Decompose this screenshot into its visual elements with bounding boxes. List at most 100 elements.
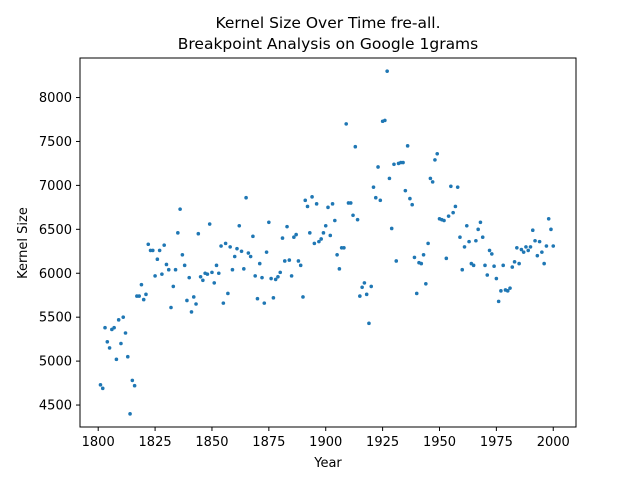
data-point (385, 69, 389, 73)
data-point (474, 238, 478, 243)
data-point (98, 383, 103, 387)
data-point (239, 249, 244, 254)
y-tick-label: 4500 (39, 399, 72, 414)
data-point (508, 286, 512, 290)
data-point (246, 251, 251, 255)
data-point (360, 285, 364, 290)
data-point (105, 339, 110, 344)
data-point (185, 298, 189, 303)
data-points (98, 69, 556, 416)
data-point (494, 276, 499, 281)
data-point (430, 180, 435, 184)
data-point (230, 267, 235, 272)
data-point (537, 239, 542, 244)
data-point (119, 341, 123, 346)
data-point (235, 246, 239, 251)
data-point (298, 263, 303, 268)
data-point (485, 273, 490, 277)
data-point (257, 261, 262, 266)
data-point (294, 232, 298, 237)
data-point (444, 256, 449, 261)
data-point (153, 274, 157, 278)
data-point (490, 252, 494, 256)
data-point (292, 235, 296, 240)
y-tick-label: 7500 (39, 135, 72, 150)
data-point (394, 259, 399, 263)
data-point (180, 253, 185, 257)
x-tick-label: 1825 (139, 435, 172, 450)
data-point (478, 220, 483, 225)
data-point (378, 198, 383, 203)
x-tick-label: 1850 (195, 435, 228, 450)
data-point (383, 118, 387, 123)
data-point (342, 245, 346, 250)
data-point (207, 222, 212, 226)
data-point (141, 297, 146, 302)
y-tick-label: 5500 (39, 311, 72, 326)
y-axis-label: Kernel Size (16, 207, 31, 279)
data-point (100, 386, 105, 391)
data-point (146, 242, 151, 247)
data-point (273, 277, 278, 282)
data-point (428, 176, 433, 181)
data-point (492, 264, 496, 269)
data-point (451, 210, 455, 215)
data-point (389, 226, 394, 231)
data-point (460, 267, 465, 272)
data-point (205, 272, 210, 276)
data-point (524, 245, 528, 249)
chart-title: Kernel Size Over Time fre-all. (215, 14, 440, 32)
data-point (544, 244, 549, 248)
data-point (421, 253, 426, 257)
data-point (480, 235, 485, 240)
data-point (373, 195, 378, 200)
data-point (449, 184, 453, 189)
data-point (348, 201, 353, 205)
data-point (128, 412, 132, 416)
data-point (392, 162, 396, 167)
data-point (242, 267, 246, 271)
data-point (412, 255, 417, 260)
data-point (464, 224, 469, 228)
data-point (312, 241, 317, 246)
data-point (194, 302, 198, 306)
x-axis: 1800 1825 1850 1875 1900 1925 1950 1975 2000 (82, 427, 570, 450)
data-point (237, 224, 242, 228)
data-point (405, 144, 410, 148)
data-point (276, 274, 280, 279)
data-point (330, 202, 335, 206)
data-point (376, 165, 380, 169)
data-point (333, 218, 337, 223)
data-point (549, 227, 553, 232)
data-point (551, 244, 556, 248)
y-tick-label: 6500 (39, 223, 72, 238)
data-point (282, 259, 287, 263)
data-point (369, 284, 374, 289)
data-point (285, 224, 289, 229)
data-point (496, 299, 501, 304)
data-point (223, 241, 228, 246)
data-point (362, 281, 367, 285)
x-tick-label: 1975 (480, 435, 513, 450)
data-point (364, 292, 369, 297)
data-point (216, 271, 221, 276)
data-point (519, 247, 524, 252)
data-point (251, 234, 255, 239)
data-point (510, 265, 515, 269)
data-point (435, 151, 440, 156)
data-point (267, 220, 271, 225)
data-point (301, 295, 305, 299)
data-point (178, 207, 182, 211)
data-point (467, 239, 471, 244)
data-point (499, 289, 503, 293)
data-point (139, 282, 144, 287)
data-point (244, 195, 248, 200)
data-point (408, 196, 412, 201)
data-point (307, 231, 312, 235)
data-point (323, 224, 328, 228)
data-point (196, 231, 201, 236)
data-point (546, 216, 551, 221)
data-point (326, 205, 330, 210)
data-point (160, 272, 164, 276)
